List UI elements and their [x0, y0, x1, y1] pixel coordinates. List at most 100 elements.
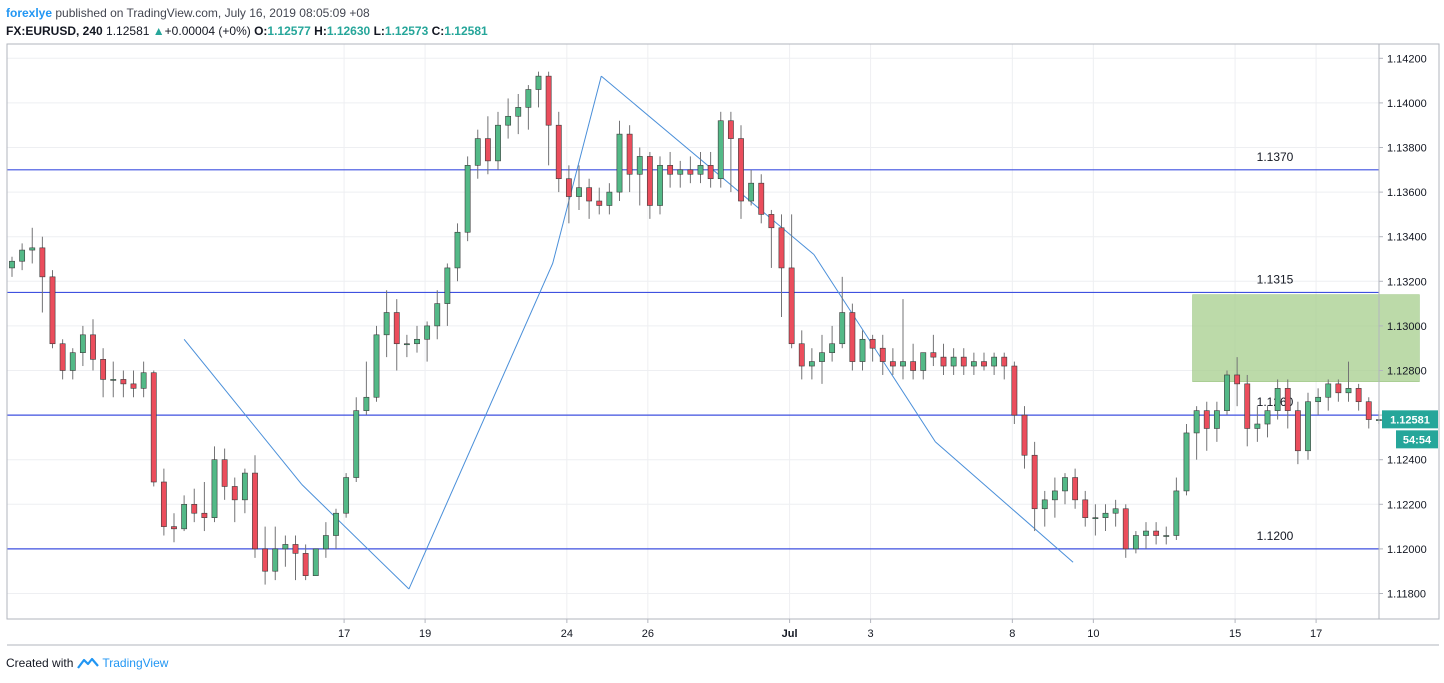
- candle: [667, 151, 674, 188]
- candle: [302, 544, 309, 581]
- candle-body: [859, 338, 866, 362]
- candle-body: [1072, 477, 1079, 501]
- candle: [940, 343, 947, 375]
- last-price-badge: 1.12581 54:54: [1382, 410, 1438, 449]
- candle: [738, 125, 744, 219]
- candle-body: [839, 312, 846, 345]
- candle: [414, 325, 420, 353]
- candle: [1183, 424, 1190, 496]
- candle: [910, 343, 917, 380]
- candle-body: [1092, 517, 1099, 519]
- candle-body: [515, 107, 522, 117]
- candle: [748, 169, 755, 206]
- candle: [819, 334, 825, 384]
- candle-body: [555, 124, 562, 180]
- candle: [606, 183, 613, 215]
- candle: [1234, 357, 1241, 407]
- time-axis[interactable]: 17192426Jul381015172224: [338, 619, 1444, 640]
- candle-body: [464, 165, 471, 233]
- last-price: 1.12581: [106, 24, 150, 38]
- candle: [201, 482, 208, 532]
- symbol-label[interactable]: FX:EURUSD, 240: [6, 24, 103, 38]
- candle-body: [474, 138, 481, 166]
- time-tick-label: 15: [1229, 628, 1241, 640]
- price-tick-label: 1.12400: [1387, 455, 1427, 467]
- candle: [1102, 504, 1109, 532]
- candle-body: [829, 343, 836, 353]
- candle: [646, 151, 653, 219]
- candle: [140, 361, 147, 398]
- candle-body: [981, 361, 987, 367]
- candle: [505, 98, 512, 139]
- candle: [1132, 531, 1139, 554]
- candle-body: [9, 260, 15, 269]
- candle-body: [495, 124, 501, 162]
- candle: [930, 334, 937, 367]
- candle: [1335, 379, 1342, 402]
- candle: [1224, 370, 1230, 416]
- candle-body: [120, 379, 127, 385]
- candle: [697, 151, 704, 184]
- candle: [920, 352, 927, 380]
- target-zone[interactable]: [1192, 294, 1420, 382]
- candle: [889, 348, 896, 375]
- candle: [727, 111, 734, 193]
- candle-body: [130, 383, 137, 389]
- candle-body: [1284, 388, 1291, 411]
- candle: [39, 236, 46, 313]
- candle: [1082, 490, 1089, 527]
- candle: [160, 468, 167, 536]
- candle-body: [525, 89, 532, 108]
- zigzag-segment: [600, 75, 815, 255]
- candle: [1021, 406, 1028, 469]
- tradingview-brand-link[interactable]: TradingView: [102, 656, 169, 670]
- candle-body: [454, 231, 461, 269]
- candle-body: [930, 352, 937, 358]
- candle-body: [100, 359, 107, 380]
- candle: [211, 446, 218, 523]
- candle-body: [1274, 388, 1281, 411]
- candle-body: [1294, 410, 1301, 452]
- price-axis[interactable]: 1.118001.120001.122001.124001.126001.128…: [1379, 53, 1427, 601]
- candle: [474, 129, 481, 179]
- candle-body: [1102, 512, 1109, 518]
- candle-body: [1203, 410, 1210, 429]
- author-link[interactable]: forexlye: [6, 6, 53, 20]
- candle: [1092, 504, 1099, 536]
- price-tick-label: 1.14000: [1387, 98, 1427, 110]
- candle: [495, 111, 501, 170]
- candle-body: [626, 133, 633, 175]
- candle-body: [393, 312, 400, 345]
- time-tick-label: 17: [1310, 628, 1322, 640]
- candle: [19, 243, 26, 271]
- candle-body: [1325, 383, 1332, 398]
- candle: [434, 290, 441, 340]
- candle-body: [1224, 374, 1230, 411]
- candle-body: [697, 165, 704, 175]
- candle-body: [1143, 530, 1149, 536]
- candle-body: [788, 267, 795, 345]
- candle-body: [424, 325, 431, 340]
- candle: [100, 348, 107, 398]
- candle-body: [1153, 530, 1160, 536]
- candle-body: [849, 312, 856, 362]
- candle-body: [19, 249, 26, 262]
- candle: [49, 270, 56, 349]
- candle-body: [1244, 383, 1251, 429]
- candle-body: [171, 526, 177, 530]
- candle-body: [576, 187, 582, 197]
- candle: [1153, 522, 1160, 545]
- price-tick-label: 1.14200: [1387, 53, 1427, 65]
- candle: [677, 160, 684, 188]
- time-tick-label: 3: [868, 628, 874, 640]
- time-tick-label: 24: [561, 628, 573, 640]
- candle-body: [150, 372, 157, 483]
- candle-body: [1264, 410, 1271, 425]
- candle: [312, 548, 319, 576]
- candle: [110, 361, 117, 398]
- tradingview-logo-icon: [77, 657, 100, 669]
- candle: [454, 223, 461, 282]
- candle-body: [667, 165, 674, 175]
- candle: [900, 299, 906, 380]
